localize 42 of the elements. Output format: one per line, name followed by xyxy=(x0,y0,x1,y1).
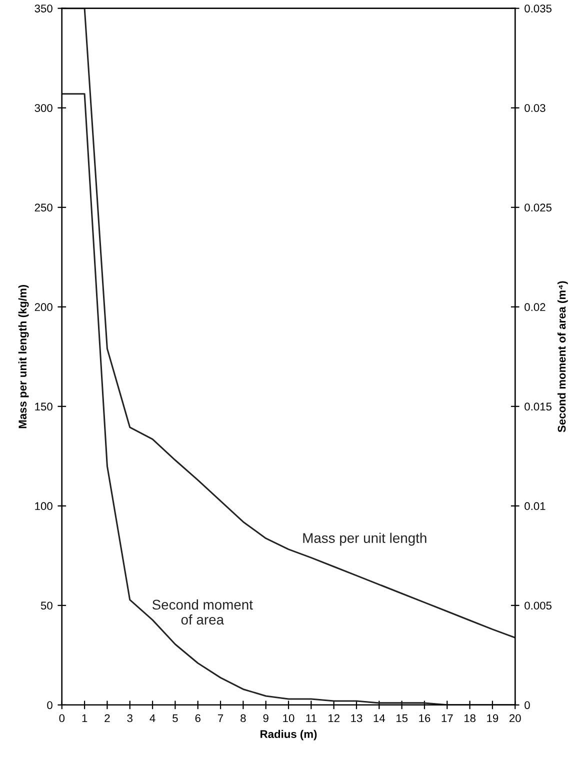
x-tick-label: 10 xyxy=(283,714,294,722)
x-tick-label: 16 xyxy=(419,714,430,722)
series-label: Mass per unit length xyxy=(303,532,426,546)
y2-tick-label: 0.03 xyxy=(524,104,546,112)
y2-tick-label: 0.01 xyxy=(524,502,546,510)
y-tick-label: 200 xyxy=(34,303,52,312)
x-tick-label: 0 xyxy=(59,714,65,722)
y2-tick-label: 0 xyxy=(524,701,530,710)
y2-axis-title: Second moment of area (m⁴) xyxy=(558,281,568,432)
y-tick-label: 300 xyxy=(34,104,52,112)
y-tick-label: 350 xyxy=(34,4,52,12)
y-tick-label: 250 xyxy=(34,204,52,212)
x-tick-label: 7 xyxy=(218,714,224,722)
x-tick-label: 11 xyxy=(306,714,316,722)
x-tick-label: 18 xyxy=(464,714,476,722)
x-tick-label: 4 xyxy=(150,714,156,722)
y-tick-label: 150 xyxy=(35,402,52,411)
y-tick-label: 50 xyxy=(40,602,52,610)
y2-tick-label: 0.02 xyxy=(524,303,546,312)
x-axis-title: Radius (m) xyxy=(260,730,317,740)
x-tick-label: 5 xyxy=(172,714,178,722)
y2-tick-label: 0.025 xyxy=(524,204,552,212)
x-tick-label: 15 xyxy=(396,714,408,722)
x-tick-label: 20 xyxy=(510,714,521,722)
y2-tick-label: 0.015 xyxy=(524,402,552,411)
x-tick-label: 9 xyxy=(263,714,268,722)
x-tick-label: 19 xyxy=(487,714,498,722)
y-axis-title: Mass per unit length (kg/m) xyxy=(18,284,29,428)
x-tick-label: 6 xyxy=(195,714,200,722)
x-tick-label: 14 xyxy=(374,714,386,722)
x-tick-label: 12 xyxy=(328,714,340,722)
x-tick-label: 3 xyxy=(127,714,132,722)
x-tick-label: 17 xyxy=(442,714,453,722)
x-tick-label: 8 xyxy=(240,714,246,722)
y-tick-label: 0 xyxy=(47,701,52,710)
x-tick-label: 13 xyxy=(351,714,362,722)
x-tick-label: 1 xyxy=(82,714,88,722)
x-tick-label: 2 xyxy=(104,714,110,722)
y2-tick-label: 0.035 xyxy=(524,4,552,12)
series-label: Second moment of area xyxy=(152,599,253,625)
y-tick-label: 100 xyxy=(35,502,52,510)
y2-tick-label: 0.005 xyxy=(524,602,552,610)
